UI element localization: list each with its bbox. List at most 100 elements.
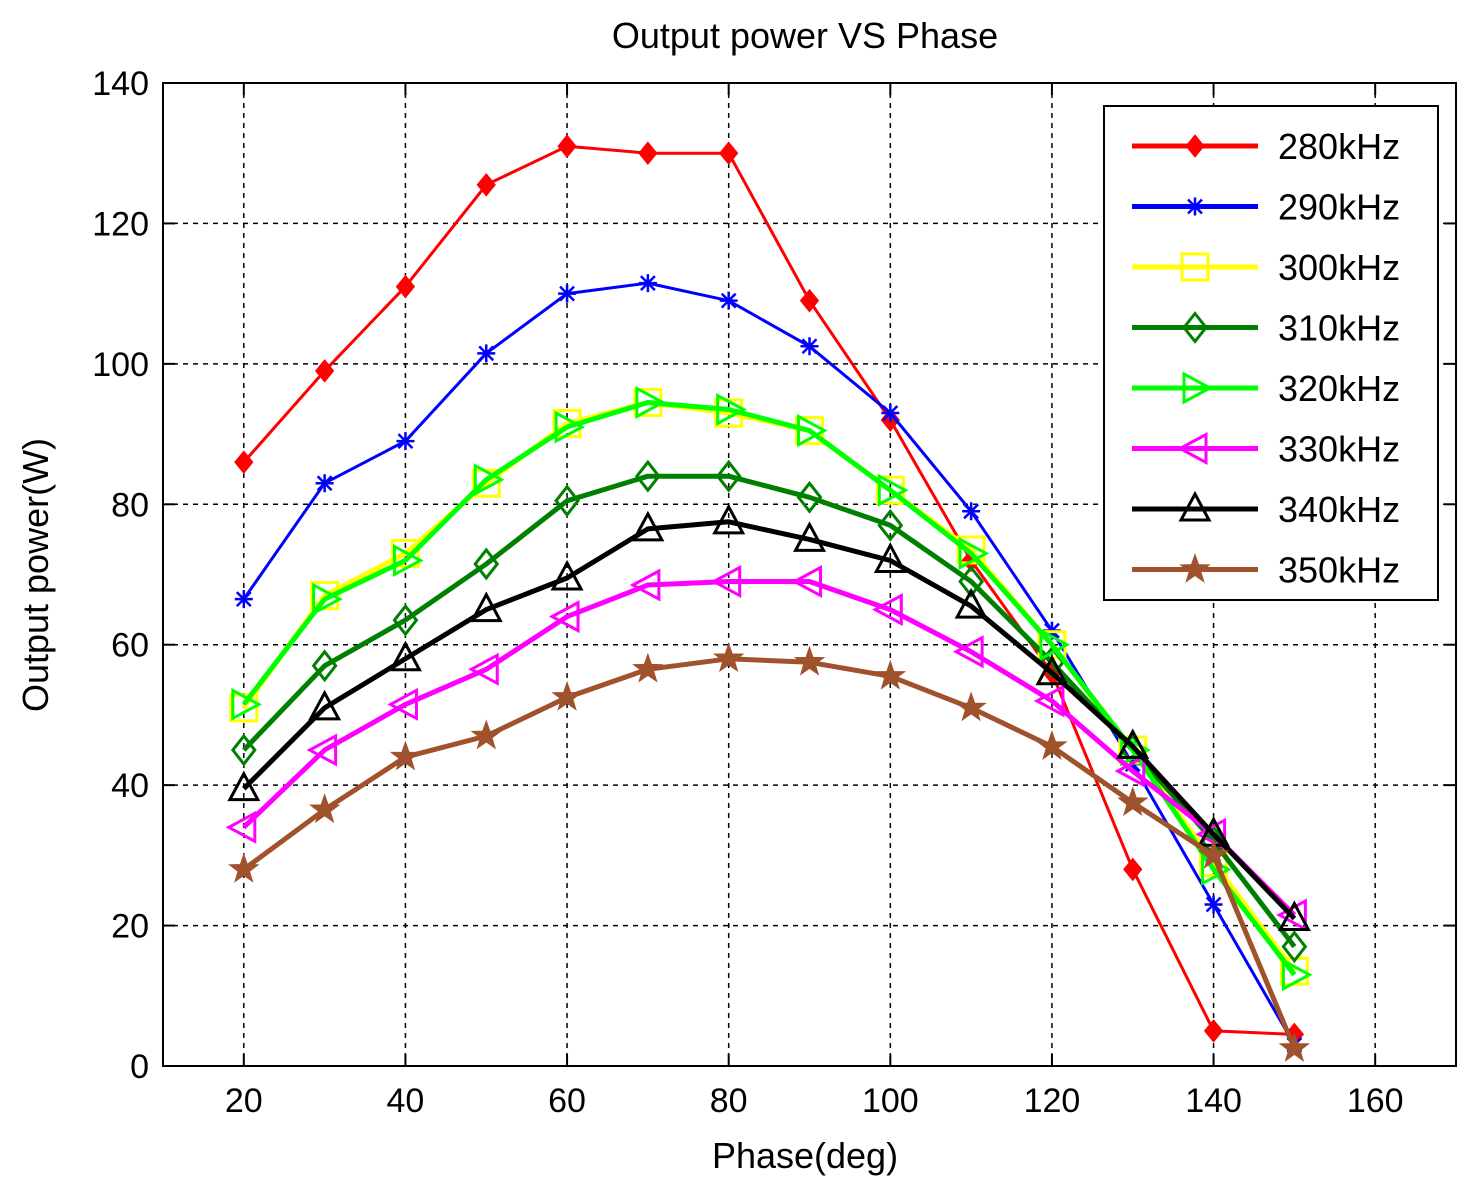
data-point [1039,628,1071,662]
data-point [958,536,990,570]
legend: 280kHz 290kHz 300kHz 310kHz 320kHz 330kHz 340k… [1103,105,1439,601]
legend-item: 340kHz [1132,489,1400,530]
data-point [872,593,903,627]
data-point [715,459,742,493]
series-line [242,144,1295,1036]
data-point [954,587,988,619]
data-point [955,691,987,722]
data-point [962,502,981,521]
legend-label: 310kHz [1278,308,1400,349]
data-point [1036,729,1068,760]
data-point [470,719,502,750]
data-point [797,414,828,448]
data-point [881,404,900,423]
legend-box [1103,105,1439,601]
legend-item: 310kHz [1132,308,1400,349]
data-point [1278,1031,1311,1062]
data-point [473,463,505,497]
x-tick-label: 60 [548,1082,586,1120]
data-point [392,543,424,577]
data-point [390,538,420,568]
data-point [228,852,260,883]
data-point [791,565,822,599]
data-point [712,642,745,673]
data-point [308,689,342,721]
x-tick-label: 20 [225,1082,263,1120]
legend-label: 350kHz [1278,550,1400,591]
legend-label: 330kHz [1278,429,1400,470]
x-axis-label: Phase(deg) [712,1135,898,1176]
plot-area-frame [162,82,1457,1067]
data-point [877,508,904,542]
data-point [312,582,343,616]
data-point [1281,930,1308,964]
data-point [635,385,667,419]
data-point [1117,786,1149,817]
data-point [1195,817,1227,851]
legend-marker [1182,311,1208,344]
series-line [242,519,1297,921]
data-point [468,652,499,686]
data-point [952,635,984,669]
data-point [225,810,257,844]
data-point [710,565,742,599]
data-point [311,649,338,683]
series-350kHz [228,642,1311,1062]
legend-label: 300kHz [1278,247,1400,288]
x-tick-label: 120 [1024,1082,1081,1120]
legend-item: 280kHz [1132,126,1400,167]
legend-item: 290kHz [1132,187,1400,228]
series-line [242,579,1297,917]
data-point [1114,754,1146,788]
x-tick-label: 160 [1347,1082,1404,1120]
data-point [632,652,664,683]
data-point [1281,958,1313,992]
legend-marker [1176,431,1208,466]
legend-item: 350kHz [1132,550,1400,591]
data-point [719,141,739,166]
data-point [958,565,985,598]
data-point [634,459,661,493]
data-point [389,740,422,771]
data-point [230,733,257,767]
data-point [234,450,254,474]
data-point [1277,900,1311,932]
legend-item: 320kHz [1132,368,1400,409]
legend-marker [1182,371,1214,405]
legend-label: 320kHz [1278,368,1400,409]
data-point [477,344,496,363]
data-point [315,474,334,493]
data-point [548,600,580,634]
data-point [392,603,419,637]
series-340kHz [227,503,1311,932]
data-point [388,640,422,672]
data-point [1197,838,1230,869]
data-point [638,141,658,166]
legend-marker [1178,490,1212,522]
data-point [799,288,820,313]
data-point [1033,684,1065,718]
data-point [234,590,253,609]
data-point [873,542,907,573]
series [225,134,1313,1062]
data-point [476,173,496,197]
data-point [306,733,338,767]
data-point [719,291,738,310]
y-axis-label: Output power(W) [15,438,56,712]
data-point [793,645,826,676]
legend-marker [1180,252,1210,282]
legend-item: 330kHz [1132,429,1400,470]
data-point [314,359,335,383]
data-point [796,480,823,514]
data-point [1123,857,1143,882]
data-point [554,484,580,518]
y-tick-label: 0 [130,1048,149,1086]
data-point [629,568,661,602]
data-point [1203,1019,1224,1043]
legend-marker [1185,134,1205,158]
x-tick-label: 80 [710,1082,748,1120]
data-point [551,680,583,711]
y-tick-label: 140 [92,65,149,103]
data-point [712,503,746,535]
data-point [638,274,657,293]
